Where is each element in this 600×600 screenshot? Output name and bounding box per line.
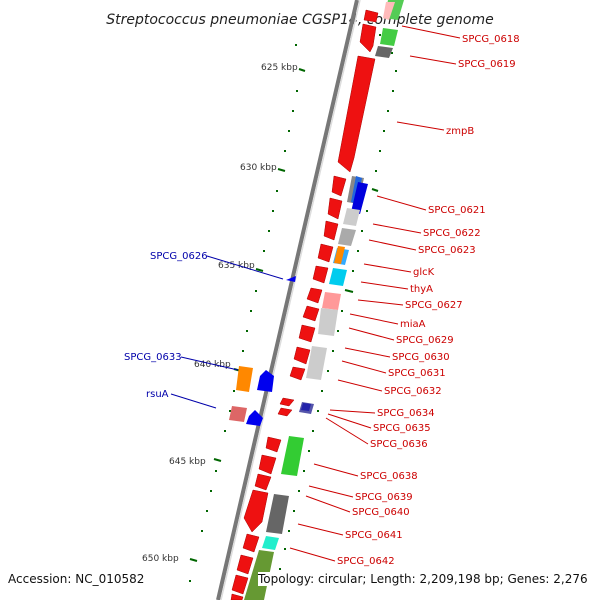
label-connectors-right [289,25,461,562]
scale-label-630: 630 kbp [240,163,277,173]
scale-label-625: 625 kbp [261,63,298,73]
gene-label-glck: glcK [413,267,435,278]
gene-label-spcg-0622: SPCG_0622 [423,228,481,239]
gene-label-miaa: miaA [400,319,426,330]
outer-tick-ring [279,18,397,570]
gene-label-spcg-0632: SPCG_0632 [384,386,442,397]
gene-label-spcg-0638: SPCG_0638 [360,471,418,482]
gene-label-spcg-0631: SPCG_0631 [388,368,446,379]
gene-label-spcg-0618: SPCG_0618 [462,34,520,45]
gene-label-spcg-0629: SPCG_0629 [396,335,454,346]
gene-label-zmpb: zmpB [446,126,474,137]
gene-label-spcg-0626: SPCG_0626 [150,251,208,262]
gene-label-spcg-0619: SPCG_0619 [458,59,516,70]
scale-label-645: 645 kbp [169,457,206,467]
gene-label-spcg-0633: SPCG_0633 [124,352,182,363]
gene-label-spcg-0642: SPCG_0642 [337,556,395,567]
scale-label-635: 635 kbp [218,261,255,271]
gene-label-spcg-0634: SPCG_0634 [377,408,435,419]
genome-backbone [216,0,361,600]
forward-strand-genes [230,9,379,600]
gene-label-spcg-0630: SPCG_0630 [392,352,450,363]
scale-label-640: 640 kbp [194,360,231,370]
gene-label-spcg-0635: SPCG_0635 [373,423,431,434]
scale-ticks [189,44,306,582]
gene-label-spcg-0641: SPCG_0641 [345,530,403,541]
topology-text: Topology: circular; Length: 2,209,198 bp… [258,572,588,586]
gene-label-rsua: rsuA [146,389,169,400]
gene-label-spcg-0621: SPCG_0621 [428,205,486,216]
scale-label-650: 650 kbp [142,554,179,564]
accession-text: Accession: NC_010582 [8,572,145,586]
annotation-blocks [244,0,404,600]
gene-label-spcg-0639: SPCG_0639 [355,492,413,503]
reverse-strand-genes [229,276,296,426]
gene-label-thya: thyA [410,284,433,295]
gene-label-spcg-0623: SPCG_0623 [418,245,476,256]
gene-label-spcg-0627: SPCG_0627 [405,300,463,311]
label-connectors-left [170,255,284,409]
gene-label-spcg-0636: SPCG_0636 [370,439,428,450]
gene-label-spcg-0640: SPCG_0640 [352,507,410,518]
map-title: Streptococcus pneumoniae CGSP14, complet… [106,12,494,28]
